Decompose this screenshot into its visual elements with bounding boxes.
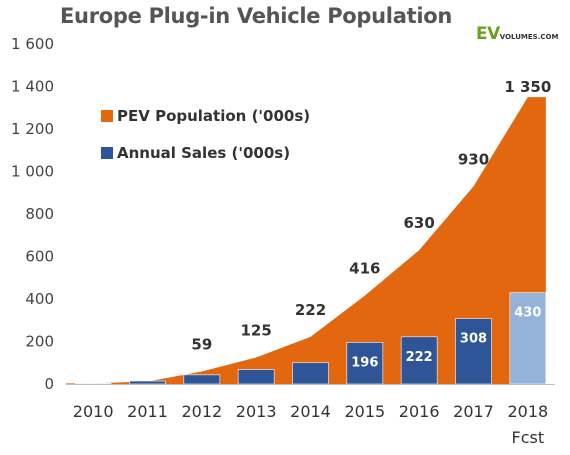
sales-bar-2017 bbox=[455, 318, 492, 385]
y-tick-label: 600 bbox=[25, 248, 54, 266]
forecast-note: Fcst bbox=[512, 428, 545, 447]
y-tick-label: 1 200 bbox=[11, 120, 54, 138]
population-value-label: 59 bbox=[191, 335, 212, 353]
logo-domain-text: VOLUMES.COM bbox=[499, 33, 559, 41]
legend-swatch-sales bbox=[101, 147, 113, 159]
x-tick-label: 2014 bbox=[290, 402, 331, 421]
logo-ev-text: EV bbox=[476, 24, 500, 44]
legend-label-population: PEV Population ('000s) bbox=[117, 107, 310, 125]
y-tick-label: 800 bbox=[25, 205, 54, 223]
ev-volumes-logo: EVVOLUMES.COM bbox=[476, 24, 558, 44]
sales-bar-2018 bbox=[509, 292, 547, 385]
y-tick-label: 400 bbox=[25, 290, 54, 308]
y-tick-label: 1 000 bbox=[11, 163, 54, 181]
x-tick-label: 2012 bbox=[181, 402, 222, 421]
sales-value-label: 308 bbox=[460, 332, 487, 347]
sales-bar-2013 bbox=[237, 369, 275, 385]
chart-title: Europe Plug-in Vehicle Population bbox=[60, 4, 452, 28]
x-tick-label: 2010 bbox=[73, 402, 114, 421]
population-value-label: 416 bbox=[349, 260, 380, 278]
x-tick-label: 2013 bbox=[236, 402, 277, 421]
legend-swatch-population bbox=[101, 110, 113, 122]
population-value-label: 630 bbox=[404, 214, 435, 232]
sales-bar-2014 bbox=[292, 362, 329, 385]
population-value-label: 1 350 bbox=[504, 78, 551, 96]
sales-bar-2012 bbox=[183, 374, 221, 385]
x-tick-label: 2015 bbox=[344, 402, 385, 421]
population-value-label: 125 bbox=[241, 321, 272, 339]
x-tick-label: 2018 bbox=[507, 402, 548, 421]
sales-bar-2015 bbox=[346, 342, 384, 385]
y-tick-label: 200 bbox=[25, 333, 54, 351]
population-value-label: 930 bbox=[458, 150, 489, 168]
x-tick-label: 2011 bbox=[127, 402, 168, 421]
sales-value-label: 222 bbox=[406, 350, 433, 365]
x-tick-label: 2017 bbox=[453, 402, 494, 421]
y-tick-label: 0 bbox=[44, 375, 54, 393]
population-area bbox=[66, 97, 546, 384]
sales-value-label: 196 bbox=[351, 355, 378, 370]
population-value-label: 222 bbox=[295, 301, 326, 319]
legend-label-sales: Annual Sales ('000s) bbox=[117, 144, 290, 162]
x-tick-label: 2016 bbox=[399, 402, 440, 421]
sales-value-label: 430 bbox=[514, 306, 541, 321]
sales-bar-2011 bbox=[129, 380, 166, 385]
y-tick-label: 1 400 bbox=[11, 78, 54, 96]
sales-bar-2010 bbox=[74, 383, 112, 385]
y-tick-label: 1 600 bbox=[11, 35, 54, 53]
